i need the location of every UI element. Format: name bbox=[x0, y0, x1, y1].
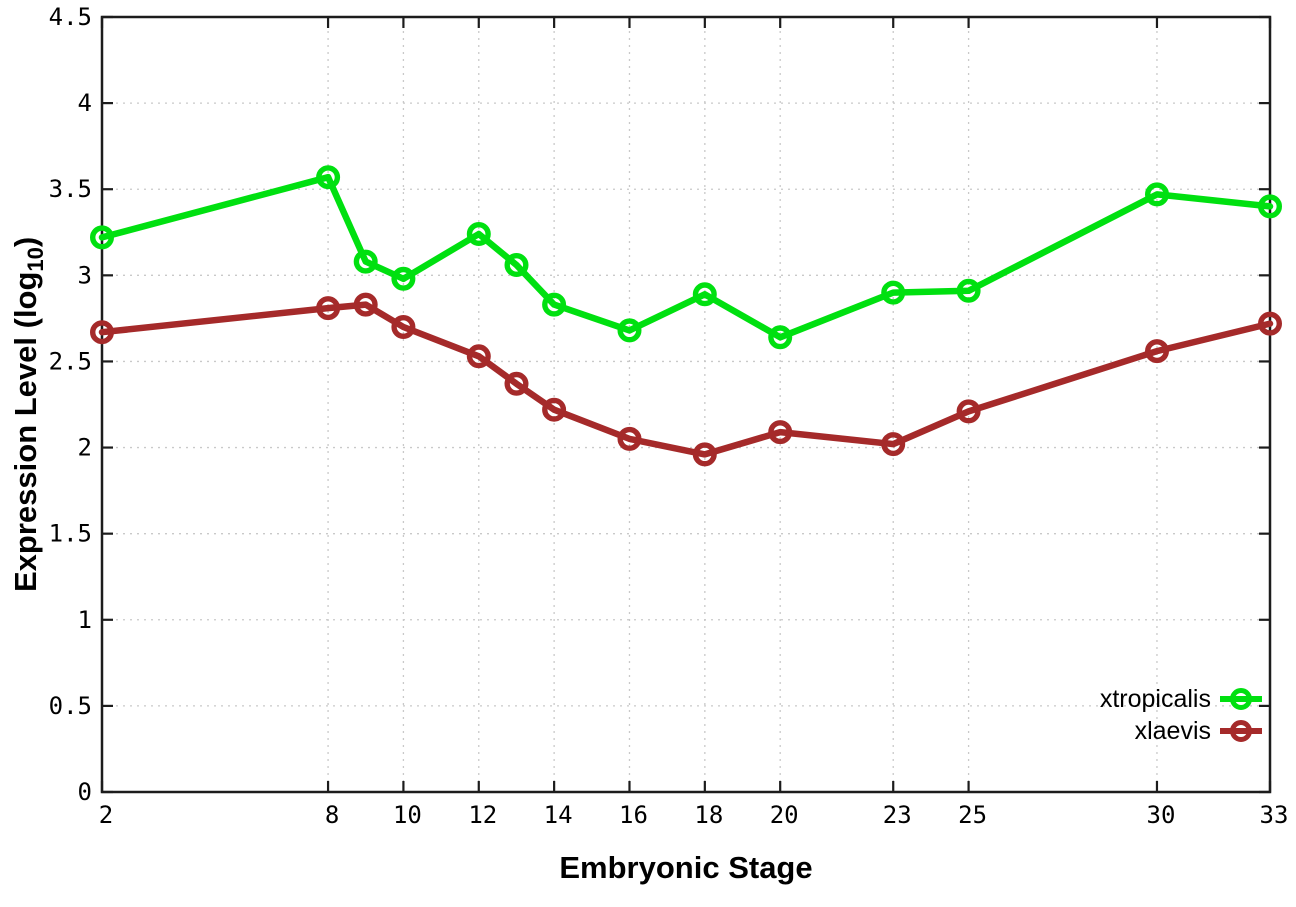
y-axis-title-subscript: 10 bbox=[23, 247, 48, 272]
data-point-xlaevis bbox=[466, 344, 491, 369]
legend-sample-xlaevis bbox=[1220, 720, 1262, 742]
legend-label-xlaevis: xlaevis bbox=[1134, 716, 1211, 745]
y-tick-label: 2 bbox=[78, 434, 92, 462]
data-point-xtropicalis bbox=[542, 292, 567, 317]
data-point-xtropicalis bbox=[504, 252, 529, 277]
legend-entry-xlaevis: xlaevis bbox=[1135, 716, 1262, 746]
data-point-xlaevis bbox=[353, 292, 378, 317]
plot-border bbox=[100, 15, 1272, 794]
x-tick-label: 2 bbox=[99, 801, 113, 829]
y-tick-label: 3.5 bbox=[49, 175, 92, 203]
data-point-xtropicalis bbox=[617, 318, 642, 343]
legend-entry-xtropicalis: xtropicalis bbox=[1100, 684, 1262, 714]
data-point-xtropicalis bbox=[316, 165, 341, 190]
data-point-xtropicalis bbox=[768, 325, 793, 350]
legend-sample-xtropicalis bbox=[1220, 688, 1262, 710]
data-point-xtropicalis bbox=[692, 282, 717, 307]
y-tick-label: 0 bbox=[78, 778, 92, 806]
x-tick-label: 23 bbox=[883, 801, 912, 829]
x-tick-label: 20 bbox=[770, 801, 799, 829]
y-tick-label: 3 bbox=[78, 261, 92, 289]
data-point-xlaevis bbox=[1144, 339, 1169, 364]
x-tick-label: 10 bbox=[393, 801, 422, 829]
data-point-xlaevis bbox=[768, 420, 793, 445]
y-axis-title-text: Expression Level (log bbox=[8, 271, 43, 592]
x-axis-title: Embryonic Stage bbox=[559, 850, 813, 885]
x-tick-label: 30 bbox=[1147, 801, 1176, 829]
x-tick-label: 25 bbox=[958, 801, 987, 829]
data-point-xtropicalis bbox=[956, 278, 981, 303]
legend: xtropicalis xlaevis bbox=[1100, 684, 1262, 746]
data-point-xlaevis bbox=[617, 426, 642, 451]
legend-marker-xtropicalis bbox=[1230, 688, 1252, 710]
data-point-xtropicalis bbox=[1257, 194, 1282, 219]
data-point-xlaevis bbox=[881, 432, 906, 457]
data-point-xlaevis bbox=[504, 371, 529, 396]
data-point-xlaevis bbox=[316, 296, 341, 321]
y-tick-label: 1.5 bbox=[49, 520, 92, 548]
y-tick-label: 0.5 bbox=[49, 692, 92, 720]
legend-marker-xlaevis bbox=[1230, 720, 1252, 742]
x-tick-label: 14 bbox=[544, 801, 573, 829]
data-point-xlaevis bbox=[1257, 311, 1282, 336]
data-point-xlaevis bbox=[391, 315, 416, 340]
data-point-xtropicalis bbox=[89, 225, 114, 250]
series-line-xlaevis bbox=[98, 301, 1274, 458]
x-tick-label: 8 bbox=[325, 801, 339, 829]
data-point-xtropicalis bbox=[466, 221, 491, 246]
y-tick-label: 4 bbox=[78, 89, 92, 117]
data-point-xlaevis bbox=[956, 399, 981, 424]
x-tick-label: 33 bbox=[1260, 801, 1289, 829]
data-point-xlaevis bbox=[692, 442, 717, 467]
y-tick-label: 1 bbox=[78, 606, 92, 634]
data-point-xlaevis bbox=[542, 397, 567, 422]
x-tick-label: 16 bbox=[619, 801, 648, 829]
data-point-xlaevis bbox=[89, 320, 114, 345]
data-point-xtropicalis bbox=[353, 249, 378, 274]
legend-label-xtropicalis: xtropicalis bbox=[1099, 684, 1211, 713]
y-tick-label: 4.5 bbox=[49, 3, 92, 31]
y-tick-label: 2.5 bbox=[49, 347, 92, 375]
x-tick-label: 18 bbox=[694, 801, 723, 829]
data-point-xtropicalis bbox=[1144, 182, 1169, 207]
data-point-xtropicalis bbox=[391, 266, 416, 291]
x-tick-label: 12 bbox=[468, 801, 497, 829]
data-point-xtropicalis bbox=[881, 280, 906, 305]
y-axis-title: Expression Level (log10) bbox=[8, 236, 48, 592]
y-axis-title-close: ) bbox=[8, 236, 43, 248]
